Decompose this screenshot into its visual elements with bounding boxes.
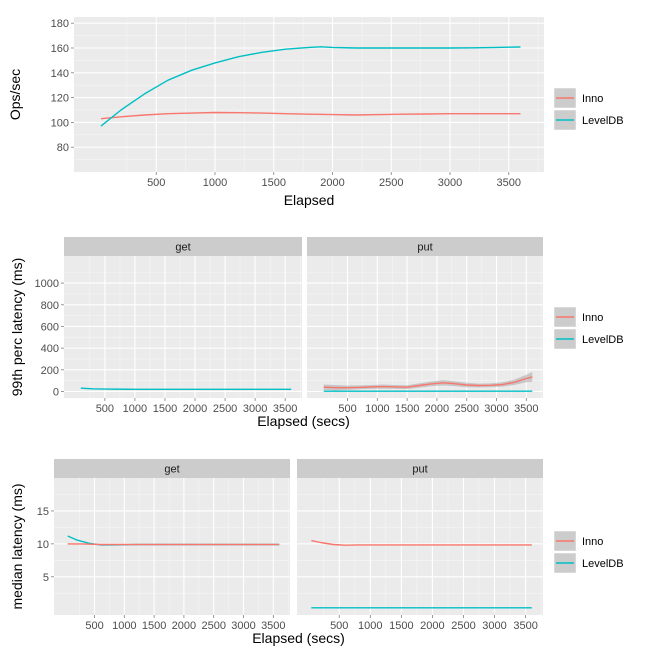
legend-label: LevelDB bbox=[582, 558, 624, 570]
facet-strip bbox=[54, 459, 290, 478]
x-tick-label: 3500 bbox=[497, 177, 521, 189]
x-tick-label: 500 bbox=[85, 620, 103, 632]
x-tick-label: 2000 bbox=[183, 403, 207, 415]
y-tick-label: 15 bbox=[37, 506, 49, 518]
legend: Inno LevelDB bbox=[553, 530, 624, 574]
facet-label: put bbox=[412, 464, 427, 476]
x-tick-label: 2500 bbox=[213, 403, 237, 415]
series-group bbox=[311, 539, 532, 609]
facet-label: put bbox=[417, 242, 432, 254]
x-tick-label: 3500 bbox=[273, 403, 297, 415]
series-group bbox=[80, 387, 292, 390]
legend-label: LevelDB bbox=[582, 334, 624, 346]
x-tick-label: 2500 bbox=[451, 620, 475, 632]
facet-label: get bbox=[175, 242, 190, 254]
x-tick-label: 1000 bbox=[358, 620, 382, 632]
chart-1: 500 1000 1500 2000 2500 3000 3500 80 100 120 140 16… bbox=[7, 17, 624, 208]
legend: Inno LevelDB bbox=[553, 306, 624, 350]
x-tick-label: 2500 bbox=[454, 403, 478, 415]
x-tick-label: 2000 bbox=[420, 620, 444, 632]
series-group bbox=[323, 372, 533, 392]
x-tick-label: 2500 bbox=[201, 620, 225, 632]
series-group bbox=[67, 535, 280, 546]
y-tick-label: 5 bbox=[43, 572, 49, 584]
panel-get: get 500 1000 1500 2000 2500 3000 3500 5 10 15 bbox=[37, 459, 290, 632]
x-tick-label: 1000 bbox=[365, 403, 389, 415]
y-tick-label: 200 bbox=[41, 365, 59, 377]
x-axis-title: Elapsed (secs) bbox=[257, 413, 350, 429]
y-tick-label: 80 bbox=[57, 142, 69, 154]
x-axis-title: Elapsed bbox=[284, 192, 335, 208]
series-line-leveldb bbox=[80, 387, 292, 390]
x-tick-label: 3000 bbox=[231, 620, 255, 632]
y-tick-label: 160 bbox=[51, 43, 69, 55]
legend-label: Inno bbox=[582, 93, 603, 105]
series-group bbox=[100, 46, 521, 127]
plot-background bbox=[54, 478, 290, 615]
series-line-inno bbox=[311, 539, 532, 546]
y-tick-label: 400 bbox=[41, 343, 59, 355]
y-tick-label: 100 bbox=[51, 117, 69, 129]
chart-3: get 500 1000 1500 2000 2500 3000 3500 5 10 15 put 50… bbox=[9, 459, 624, 646]
x-axis-title: Elapsed (secs) bbox=[252, 630, 345, 646]
x-tick-label: 1500 bbox=[389, 620, 413, 632]
x-tick-label: 1500 bbox=[395, 403, 419, 415]
legend-label: Inno bbox=[582, 312, 603, 324]
y-tick-label: 600 bbox=[41, 321, 59, 333]
x-tick-label: 500 bbox=[96, 403, 114, 415]
x-tick-label: 1000 bbox=[203, 177, 227, 189]
x-tick-label: 3000 bbox=[482, 620, 506, 632]
y-tick-label: 10 bbox=[37, 539, 49, 551]
series-line-inno bbox=[67, 543, 280, 546]
legend-label: Inno bbox=[582, 536, 603, 548]
series-line-inno bbox=[323, 376, 533, 389]
panel-get: get 500 1000 1500 2000 2500 3000 3500 0 200 400 600… bbox=[35, 237, 302, 415]
x-tick-label: 3000 bbox=[438, 177, 462, 189]
plot-background bbox=[74, 17, 544, 172]
x-tick-label: 2000 bbox=[320, 177, 344, 189]
y-tick-label: 120 bbox=[51, 93, 69, 105]
x-tick-label: 2500 bbox=[379, 177, 403, 189]
x-tick-label: 1000 bbox=[112, 620, 136, 632]
panel-put: put 500 1000 1500 2000 2500 3000 3500 bbox=[307, 237, 543, 415]
facet-label: get bbox=[164, 464, 179, 476]
x-tick-label: 3500 bbox=[261, 620, 285, 632]
x-tick-label: 1500 bbox=[142, 620, 166, 632]
facet-strip bbox=[64, 237, 302, 256]
x-tick-label: 500 bbox=[147, 177, 165, 189]
y-axis-title: 99th perc latency (ms) bbox=[9, 258, 25, 397]
legend-label: LevelDB bbox=[582, 115, 624, 127]
y-tick-label: 140 bbox=[51, 68, 69, 80]
legend: Inno LevelDB bbox=[553, 87, 624, 131]
series-line-inno bbox=[100, 111, 521, 120]
x-tick-label: 1500 bbox=[262, 177, 286, 189]
x-tick-label: 500 bbox=[338, 403, 356, 415]
x-tick-label: 500 bbox=[330, 620, 348, 632]
x-tick-label: 1000 bbox=[123, 403, 147, 415]
x-tick-label: 3500 bbox=[513, 620, 537, 632]
facet-strip bbox=[307, 237, 543, 256]
x-tick-label: 1500 bbox=[153, 403, 177, 415]
plot-background bbox=[297, 478, 543, 615]
series-line-leveldb bbox=[100, 46, 521, 127]
chart-2: get 500 1000 1500 2000 2500 3000 3500 0 200 400 600… bbox=[9, 237, 624, 429]
x-tick-label: 3000 bbox=[484, 403, 508, 415]
y-tick-label: 180 bbox=[51, 18, 69, 30]
y-tick-label: 800 bbox=[41, 300, 59, 312]
y-tick-label: 0 bbox=[53, 386, 59, 398]
y-tick-label: 1000 bbox=[35, 278, 59, 290]
x-tick-label: 3000 bbox=[243, 403, 267, 415]
panel: 500 1000 1500 2000 2500 3000 3500 80 100 120 140 16… bbox=[51, 17, 544, 189]
x-tick-label: 3500 bbox=[514, 403, 538, 415]
panel-put: put 500 1000 1500 2000 2500 3000 3500 bbox=[297, 459, 543, 632]
y-axis-title: Ops/sec bbox=[7, 69, 23, 120]
y-axis-title: median latency (ms) bbox=[9, 483, 25, 609]
facet-strip bbox=[297, 459, 543, 478]
x-tick-label: 2000 bbox=[172, 620, 196, 632]
x-tick-label: 2000 bbox=[425, 403, 449, 415]
